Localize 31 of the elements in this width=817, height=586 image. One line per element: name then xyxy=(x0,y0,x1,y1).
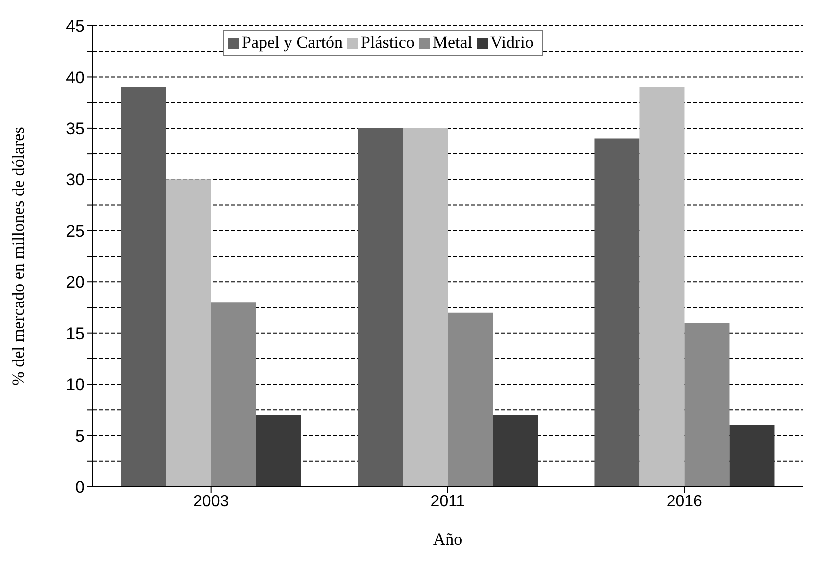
bar xyxy=(121,87,166,487)
x-tick-label: 2003 xyxy=(194,493,230,510)
bar xyxy=(211,302,256,487)
legend-label: Papel y Cartón xyxy=(241,33,344,53)
legend-label: Metal xyxy=(432,33,473,53)
bar xyxy=(594,138,640,487)
x-tick-label: 2011 xyxy=(430,493,466,510)
y-axis-title: % del mercado en millones de dólares xyxy=(9,127,28,386)
bar xyxy=(256,415,302,487)
y-tick-label: 35 xyxy=(66,119,85,138)
y-tick-label: 15 xyxy=(66,324,85,344)
bar xyxy=(640,87,685,487)
bar xyxy=(730,426,775,487)
y-tick-label: 10 xyxy=(66,376,85,395)
y-tick-label: 25 xyxy=(66,222,85,241)
x-axis-title: Año xyxy=(433,530,463,549)
x-tick-label: 2016 xyxy=(666,493,703,510)
bar xyxy=(684,323,730,487)
y-tick-label: 20 xyxy=(66,273,85,292)
legend-label: Vidrio xyxy=(490,33,534,53)
y-tick-label: 30 xyxy=(66,170,85,190)
bar xyxy=(358,128,404,487)
y-tick-label: 40 xyxy=(66,68,85,88)
legend-label: Plástico xyxy=(360,33,415,53)
y-tick-label: 5 xyxy=(76,426,85,446)
bar xyxy=(493,415,538,487)
bar xyxy=(166,180,212,487)
bar xyxy=(403,128,448,487)
y-tick-label: 0 xyxy=(76,478,85,498)
bar xyxy=(448,312,494,487)
y-tick-label: 45 xyxy=(66,17,85,36)
